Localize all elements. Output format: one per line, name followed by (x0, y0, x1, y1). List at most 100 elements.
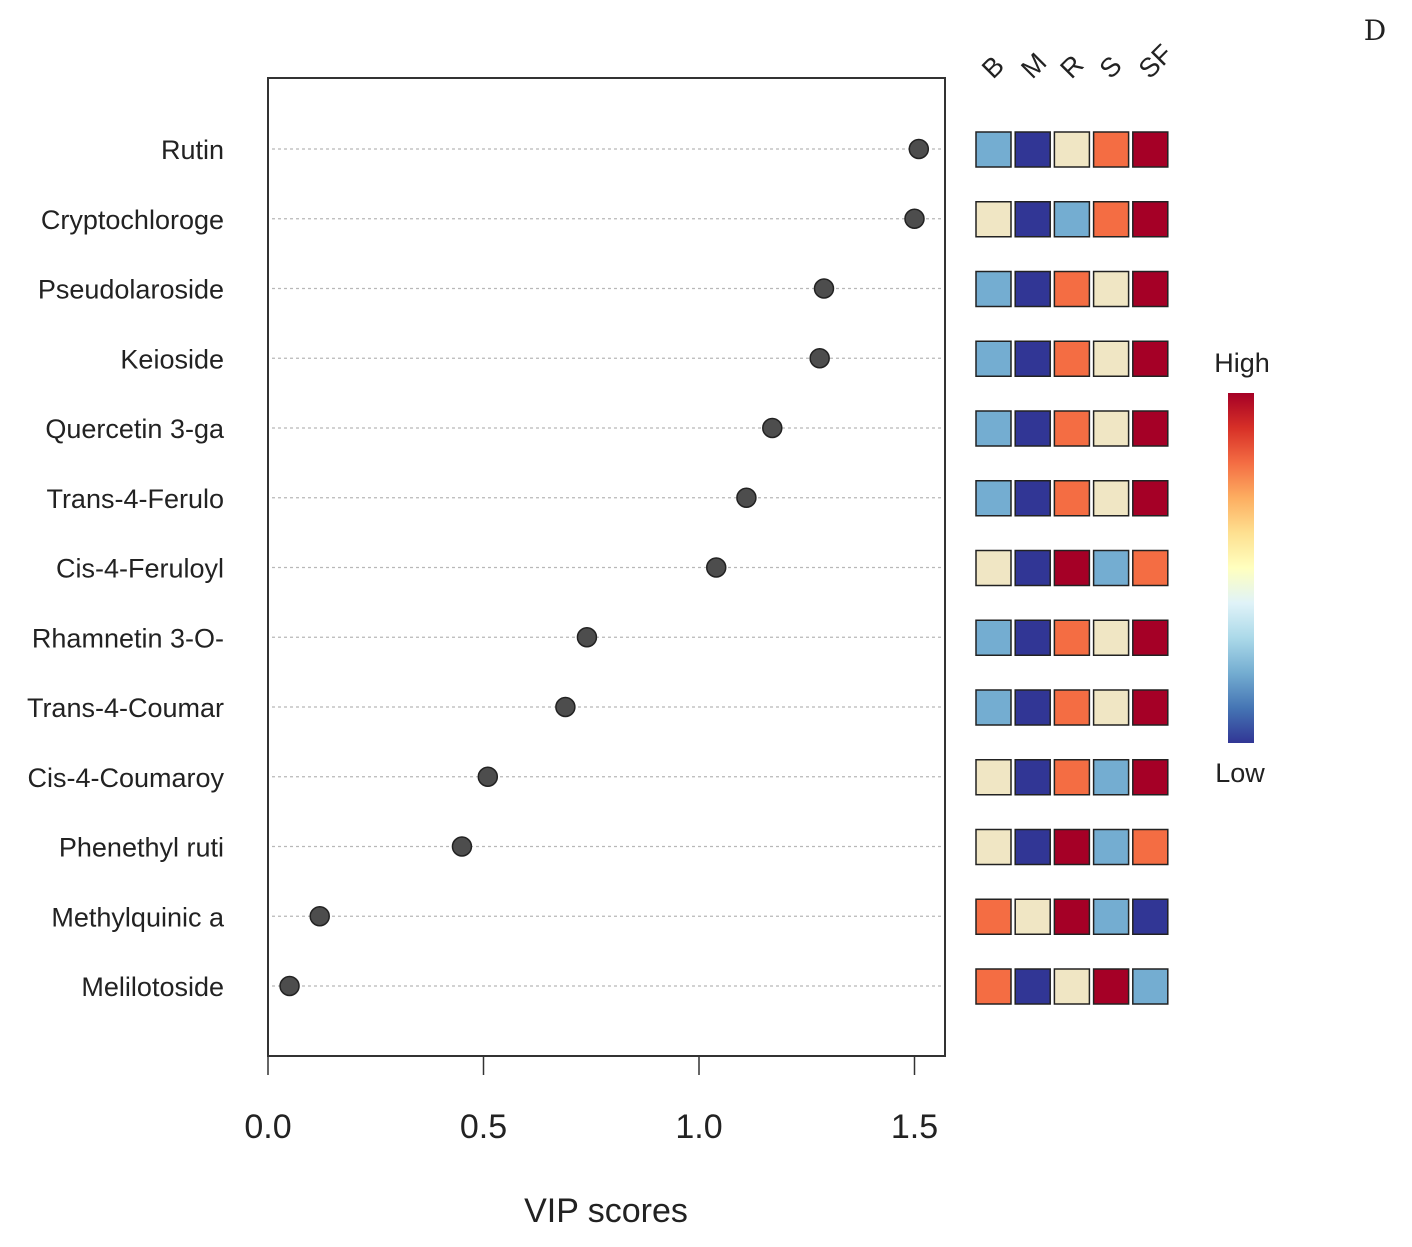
heatmap-cell (1014, 619, 1051, 656)
heatmap-cell (1092, 480, 1130, 517)
heatmap-cell (1092, 201, 1130, 238)
vip-dot (904, 208, 925, 229)
heatmap-cell (1053, 549, 1091, 587)
heatmap-cell (1132, 480, 1169, 517)
color-legend: High Low (1214, 348, 1270, 788)
x-axis: 0.0 0.5 1.0 1.5 (244, 1055, 938, 1146)
heatmap-cell (1053, 898, 1091, 935)
vip-dot (309, 906, 330, 927)
heatmap-cell (1053, 410, 1091, 447)
group-label: R (1054, 49, 1089, 84)
heatmap-cell (975, 340, 1012, 377)
heatmap-cell (1053, 270, 1091, 308)
heatmap-cell (1092, 131, 1130, 168)
heatmap-cell (975, 689, 1012, 726)
heatmap-cell (975, 759, 1012, 796)
heatmap-cell (1092, 898, 1130, 935)
heatmap-cell (1014, 270, 1051, 308)
heatmap-cell (975, 270, 1012, 308)
heatmap-cell (1014, 689, 1051, 726)
heatmap-cell (1092, 759, 1130, 796)
feature-label: Methylquinic a (51, 902, 225, 932)
feature-label: Phenethyl ruti (59, 833, 224, 863)
group-label: SF (1133, 39, 1179, 85)
heatmap-cell (1092, 689, 1130, 726)
heatmap-cell (1092, 619, 1130, 656)
vip-dot (762, 417, 783, 439)
feature-label: Rhamnetin 3-O- (32, 623, 224, 653)
gridlines (272, 148, 942, 987)
heatmap-cell (1014, 759, 1051, 796)
vip-dot (555, 696, 576, 718)
heatmap-cell (1132, 689, 1169, 726)
heatmap-cell (1132, 828, 1169, 866)
heatmap-cell (1132, 201, 1169, 238)
heatmap-cell (1132, 759, 1169, 796)
feature-label: Cryptochloroge (41, 205, 224, 235)
feature-label: Pseudolaroside (38, 275, 224, 305)
feature-label: Cis-4-Feruloyl (56, 554, 224, 584)
heatmap-cell (1014, 828, 1051, 866)
x-tick-label: 1.0 (675, 1108, 722, 1146)
feature-label: Rutin (161, 135, 224, 165)
heatmap-cell (1132, 619, 1169, 656)
group-label: B (976, 50, 1010, 84)
heatmap-cell (1132, 549, 1169, 587)
heatmap-cell (1014, 549, 1051, 587)
x-tick-label: 0.5 (460, 1108, 507, 1146)
group-labels: B M R S SF (976, 39, 1178, 85)
vip-dot (736, 487, 757, 508)
feature-label: Cis-4-Coumaroy (27, 763, 224, 793)
group-label: M (1015, 47, 1052, 84)
group-label: S (1094, 50, 1128, 84)
heatmap-cell (975, 619, 1012, 656)
panel-label: D (1364, 14, 1386, 47)
vip-dot (809, 348, 830, 369)
heatmap-cell (1053, 619, 1091, 656)
vip-dot (705, 557, 727, 578)
heatmap-cell (1053, 201, 1091, 238)
x-axis-title: VIP scores (524, 1192, 688, 1230)
heatmap-cell (1053, 689, 1091, 726)
legend-gradient-bar (1228, 393, 1254, 743)
vip-dots (279, 138, 930, 997)
heatmap-cell (1092, 828, 1130, 866)
heatmap-cell (1092, 270, 1130, 308)
heatmap-cell (1132, 131, 1169, 168)
heatmap-cell (1092, 340, 1130, 377)
heatmap-cell (1053, 131, 1091, 168)
heatmap-cell (1092, 549, 1130, 587)
group-heatmap (975, 131, 1169, 1005)
heatmap-cell (1132, 270, 1169, 308)
heatmap-cell (1014, 480, 1051, 517)
vip-dot (477, 766, 499, 787)
vip-dot (813, 278, 835, 299)
vip-dot (908, 138, 930, 160)
feature-labels: Rutin Cryptochloroge Pseudolaroside Keiosid… (27, 135, 225, 1002)
heatmap-cell (1132, 410, 1169, 447)
vip-dot (451, 836, 473, 857)
legend-high-label: High (1214, 348, 1270, 378)
x-tick-label: 1.5 (891, 1108, 938, 1146)
heatmap-cell (975, 898, 1012, 935)
heatmap-cell (1092, 968, 1130, 1005)
heatmap-cell (1053, 968, 1091, 1005)
vip-dot (279, 975, 300, 997)
heatmap-cell (1053, 340, 1091, 377)
heatmap-cell (1014, 968, 1051, 1005)
heatmap-cell (1132, 340, 1169, 377)
heatmap-cell (975, 201, 1012, 238)
feature-label: Trans-4-Ferulo (46, 484, 224, 514)
feature-label: Melilotoside (81, 972, 224, 1002)
heatmap-cell (1014, 201, 1051, 238)
feature-label: Keioside (120, 344, 224, 374)
heatmap-cell (1014, 340, 1051, 377)
heatmap-cell (1014, 898, 1051, 935)
heatmap-cell (1053, 759, 1091, 796)
heatmap-cell (975, 131, 1012, 168)
heatmap-cell (1014, 410, 1051, 447)
legend-low-label: Low (1215, 758, 1265, 788)
x-tick-label: 0.0 (244, 1108, 291, 1146)
heatmap-cell (1092, 410, 1130, 447)
